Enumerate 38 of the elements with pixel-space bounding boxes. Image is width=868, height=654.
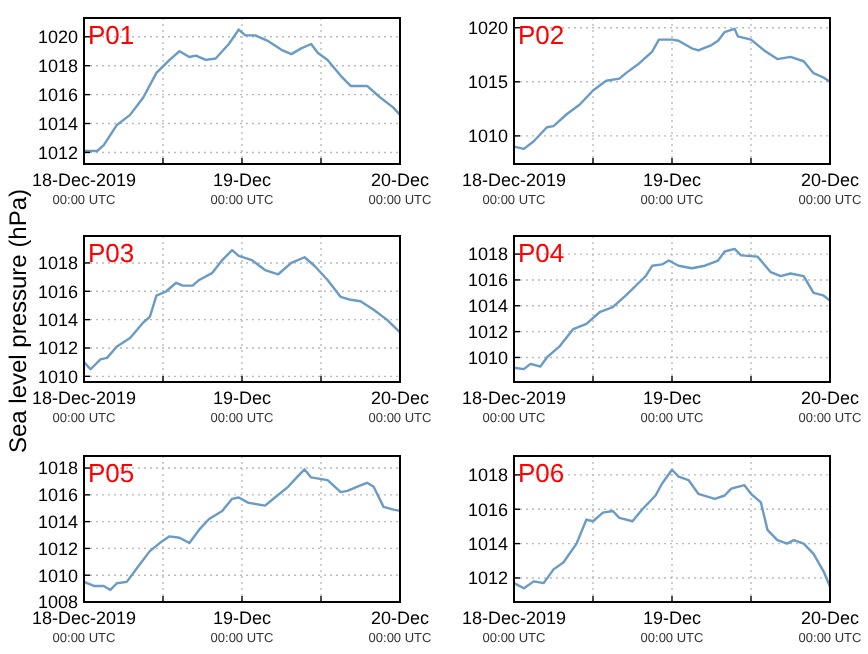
y-tick-label: 1014 [37,309,78,330]
chart-title: P05 [88,458,135,488]
y-tick-label: 1012 [37,338,78,359]
line-series [82,28,402,153]
y-tick-label: 1008 [37,592,78,613]
y-tick-label: 1018 [467,465,508,486]
y-tick-label: 1014 [37,113,78,134]
y-tick-label: 1014 [467,533,508,554]
chart-title: P03 [88,238,135,268]
chart-title: P06 [518,458,565,488]
y-tick-label: 1016 [37,485,78,506]
y-tick-label: 1014 [37,511,78,532]
y-tick-label: 1020 [37,27,78,48]
y-tick-label: 1016 [467,499,508,520]
chart-title: P02 [518,20,565,50]
y-tick-label: 1012 [467,568,508,589]
y-tick-label: 1012 [467,321,508,342]
y-tick-label: 1012 [37,142,78,163]
y-tick-label: 1010 [37,366,78,387]
line-series [512,247,832,371]
y-tick-label: 1015 [467,72,508,93]
y-axis-title: Sea level pressure (hPa) [4,188,32,454]
chart-title: P01 [88,20,135,50]
line-series [512,27,832,151]
y-tick-label: 1020 [467,18,508,39]
y-tick-label: 1016 [467,270,508,291]
y-tick-label: 1014 [467,296,508,317]
chart-title: P04 [518,238,565,268]
y-tick-label: 1012 [37,538,78,559]
y-tick-label: 1018 [37,56,78,76]
y-tick-label: 1018 [467,244,508,265]
y-tick-label: 1010 [37,565,78,586]
y-tick-label: 1010 [467,347,508,368]
y-tick-label: 1018 [37,253,78,274]
y-tick-label: 1016 [37,281,78,302]
y-tick-label: 1018 [37,458,78,479]
y-tick-label: 1010 [467,126,508,147]
y-tick-label: 1016 [37,84,78,105]
